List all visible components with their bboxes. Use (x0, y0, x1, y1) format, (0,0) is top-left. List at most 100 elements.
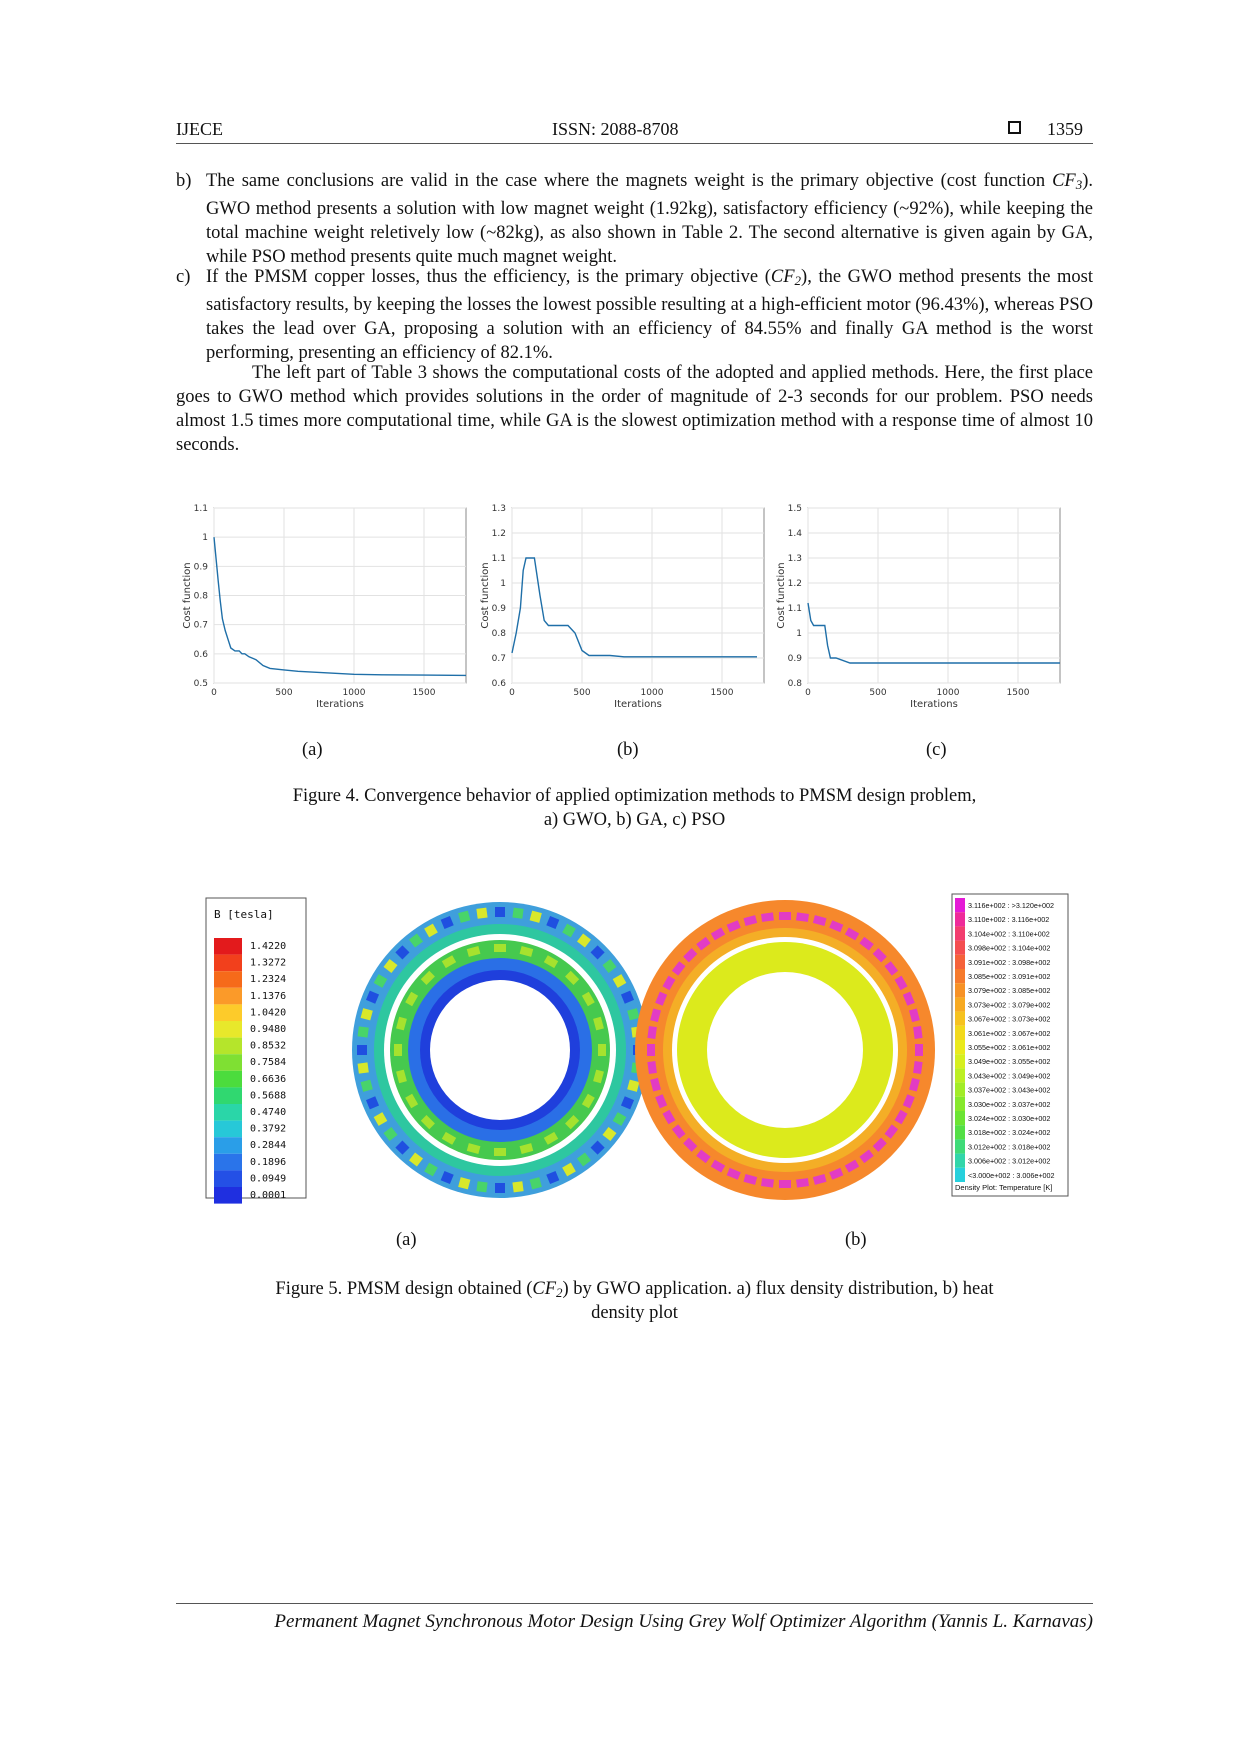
x-tick-label: 1500 (711, 688, 734, 698)
list-label: c) (176, 267, 191, 287)
stator-slot (529, 1177, 542, 1190)
y-tick-label: 1.2 (788, 579, 802, 589)
page-number: 1359 (1047, 119, 1083, 139)
rotor-magnet (593, 1016, 604, 1031)
heat-stator-slot (726, 1167, 741, 1180)
rotor-magnet (565, 1115, 580, 1130)
list-label: b) (176, 171, 192, 191)
fig4-sublabel-a: (a) (302, 740, 323, 760)
flux-legend-value: 0.3792 (250, 1124, 286, 1135)
flux-legend-value: 0.7584 (250, 1057, 286, 1068)
heat-stator-slot (655, 991, 668, 1006)
heat-legend-swatch (955, 898, 965, 913)
heat-stator-slot (902, 1094, 915, 1109)
flux-legend-swatch (214, 1087, 242, 1104)
heat-stator-slot (844, 927, 860, 941)
x-tick-label: 0 (509, 688, 515, 698)
footer-rule (176, 1603, 1093, 1604)
y-tick-label: 1 (500, 579, 506, 589)
stator-slot (424, 923, 438, 938)
heat-stator-slot (671, 961, 686, 976)
stator-slot (627, 1079, 640, 1092)
rotor-magnet (405, 1093, 419, 1109)
rotor-magnet (396, 1069, 407, 1084)
x-tick-label: 1500 (1007, 688, 1030, 698)
stator-slot (602, 1126, 617, 1142)
stator-slot (620, 990, 635, 1004)
x-axis-label: Iterations (614, 699, 662, 710)
heat-legend-value: 3.055e+002 : 3.061e+002 (968, 1043, 1050, 1052)
y-tick-label: 0.8 (788, 679, 803, 689)
heat-stator-slot (829, 1167, 844, 1180)
stator-slot (546, 915, 560, 930)
heat-stator-slot (796, 912, 809, 922)
heat-stator-slot (743, 1174, 758, 1185)
heat-stator-slot (915, 1044, 923, 1056)
fig5-sublabel-b: (b) (845, 1230, 867, 1250)
rotor-magnet (598, 1044, 606, 1056)
y-tick-label: 1.1 (788, 604, 802, 614)
stator-slot (360, 1008, 373, 1021)
y-tick-label: 0.9 (194, 562, 209, 572)
heat-stator-slot (650, 1077, 661, 1092)
stator-slot (408, 1152, 424, 1167)
list-text: If the PMSM copper losses, thus the effi… (206, 267, 1094, 363)
flux-legend-swatch (214, 954, 242, 972)
flux-legend-title: B [tesla] (214, 908, 274, 921)
heat-stator-slot (844, 1159, 860, 1173)
stator-slot (576, 1152, 592, 1167)
x-tick-label: 500 (573, 688, 590, 698)
heat-stator-slot (872, 948, 887, 963)
heat-legend-value: 3.043e+002 : 3.049e+002 (968, 1071, 1050, 1080)
heat-legend-box (951, 893, 1069, 1197)
stator-slot (620, 1096, 635, 1110)
heat-stator-slot (884, 1124, 899, 1139)
flux-legend-value: 0.5688 (250, 1090, 286, 1101)
x-tick-label: 1000 (641, 688, 664, 698)
x-tick-label: 1000 (937, 688, 960, 698)
heat-stator-slot (913, 1026, 923, 1039)
stator-slot (365, 990, 380, 1004)
heat-legend-swatch (955, 1082, 965, 1097)
heat-stator-slot (872, 1137, 887, 1152)
heat-stator-slot (710, 1159, 726, 1173)
flux-legend-value: 0.1896 (250, 1157, 286, 1168)
flux-legend-value: 1.4220 (250, 941, 286, 952)
stator-slot (495, 907, 505, 917)
heat-stator-slot (655, 1094, 668, 1109)
y-axis-label: Cost function (776, 562, 787, 628)
rotor-magnet (405, 991, 419, 1007)
rotor-magnet (441, 955, 457, 969)
heat-legend-value: 3.073e+002 : 3.079e+002 (968, 1000, 1050, 1009)
heat-legend-swatch (955, 1011, 965, 1026)
stator-slot (357, 1045, 367, 1055)
chart-ga: 0.6 0.7 0.8 0.9 1 1.1 1.2 1.3 0 500 1000 1500 Iterat… (480, 504, 765, 710)
y-tick-label: 0.8 (492, 629, 507, 639)
y-tick-label: 1 (202, 533, 208, 543)
issn: ISSN: 2088-8708 (552, 119, 679, 139)
y-tick-label: 1 (796, 629, 802, 639)
heat-stator-slot (812, 915, 827, 926)
fig5-caption-line2: density plot (591, 1303, 678, 1323)
x-tick-label: 1500 (413, 688, 436, 698)
heat-stator-slot (859, 1149, 874, 1164)
heat-stator-slot (913, 1061, 923, 1074)
heat-stator-slot (829, 920, 844, 933)
flux-legend-value: 0.4740 (250, 1107, 286, 1118)
x-tick-label: 0 (805, 688, 811, 698)
flux-legend-value: 1.0420 (250, 1007, 286, 1018)
heat-legend-swatch (955, 969, 965, 984)
flux-legend-value: 0.6636 (250, 1074, 286, 1085)
rotor-magnet (466, 1143, 481, 1154)
series-line (213, 537, 467, 677)
shaft-bore (430, 980, 570, 1120)
chart-gwo: 0.5 0.6 0.7 0.8 0.9 1 1.1 0 500 1000 1500 Iteration… (182, 504, 467, 710)
fig4-caption-line1: Figure 4. Convergence behavior of applie… (292, 786, 977, 806)
heat-stator-slot (662, 975, 676, 991)
heat-stator-slot (761, 1178, 774, 1188)
heat-stator-slot (761, 912, 774, 922)
heat-stator-slot (650, 1008, 661, 1023)
heat-legend-value: 3.104e+002 : 3.110e+002 (968, 929, 1050, 938)
heat-legend-value: 3.116e+002 : >3.120e+002 (968, 901, 1054, 910)
x-axis-label: Iterations (316, 699, 364, 710)
